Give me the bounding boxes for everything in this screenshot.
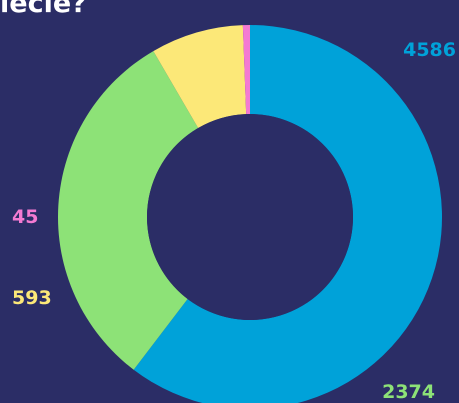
donut-slice-593	[153, 25, 247, 129]
donut-slice-2374	[57, 51, 199, 370]
slice-label-4586: 4586	[403, 39, 456, 61]
slice-label-593: 593	[12, 287, 52, 309]
donut-slice-45	[242, 25, 250, 115]
donut-hole	[147, 114, 353, 320]
slice-label-45: 45	[12, 206, 38, 228]
donut-slice-4586	[133, 25, 442, 403]
slice-label-2374: 2374	[382, 381, 435, 403]
chart-title: iecie?	[0, 0, 87, 19]
